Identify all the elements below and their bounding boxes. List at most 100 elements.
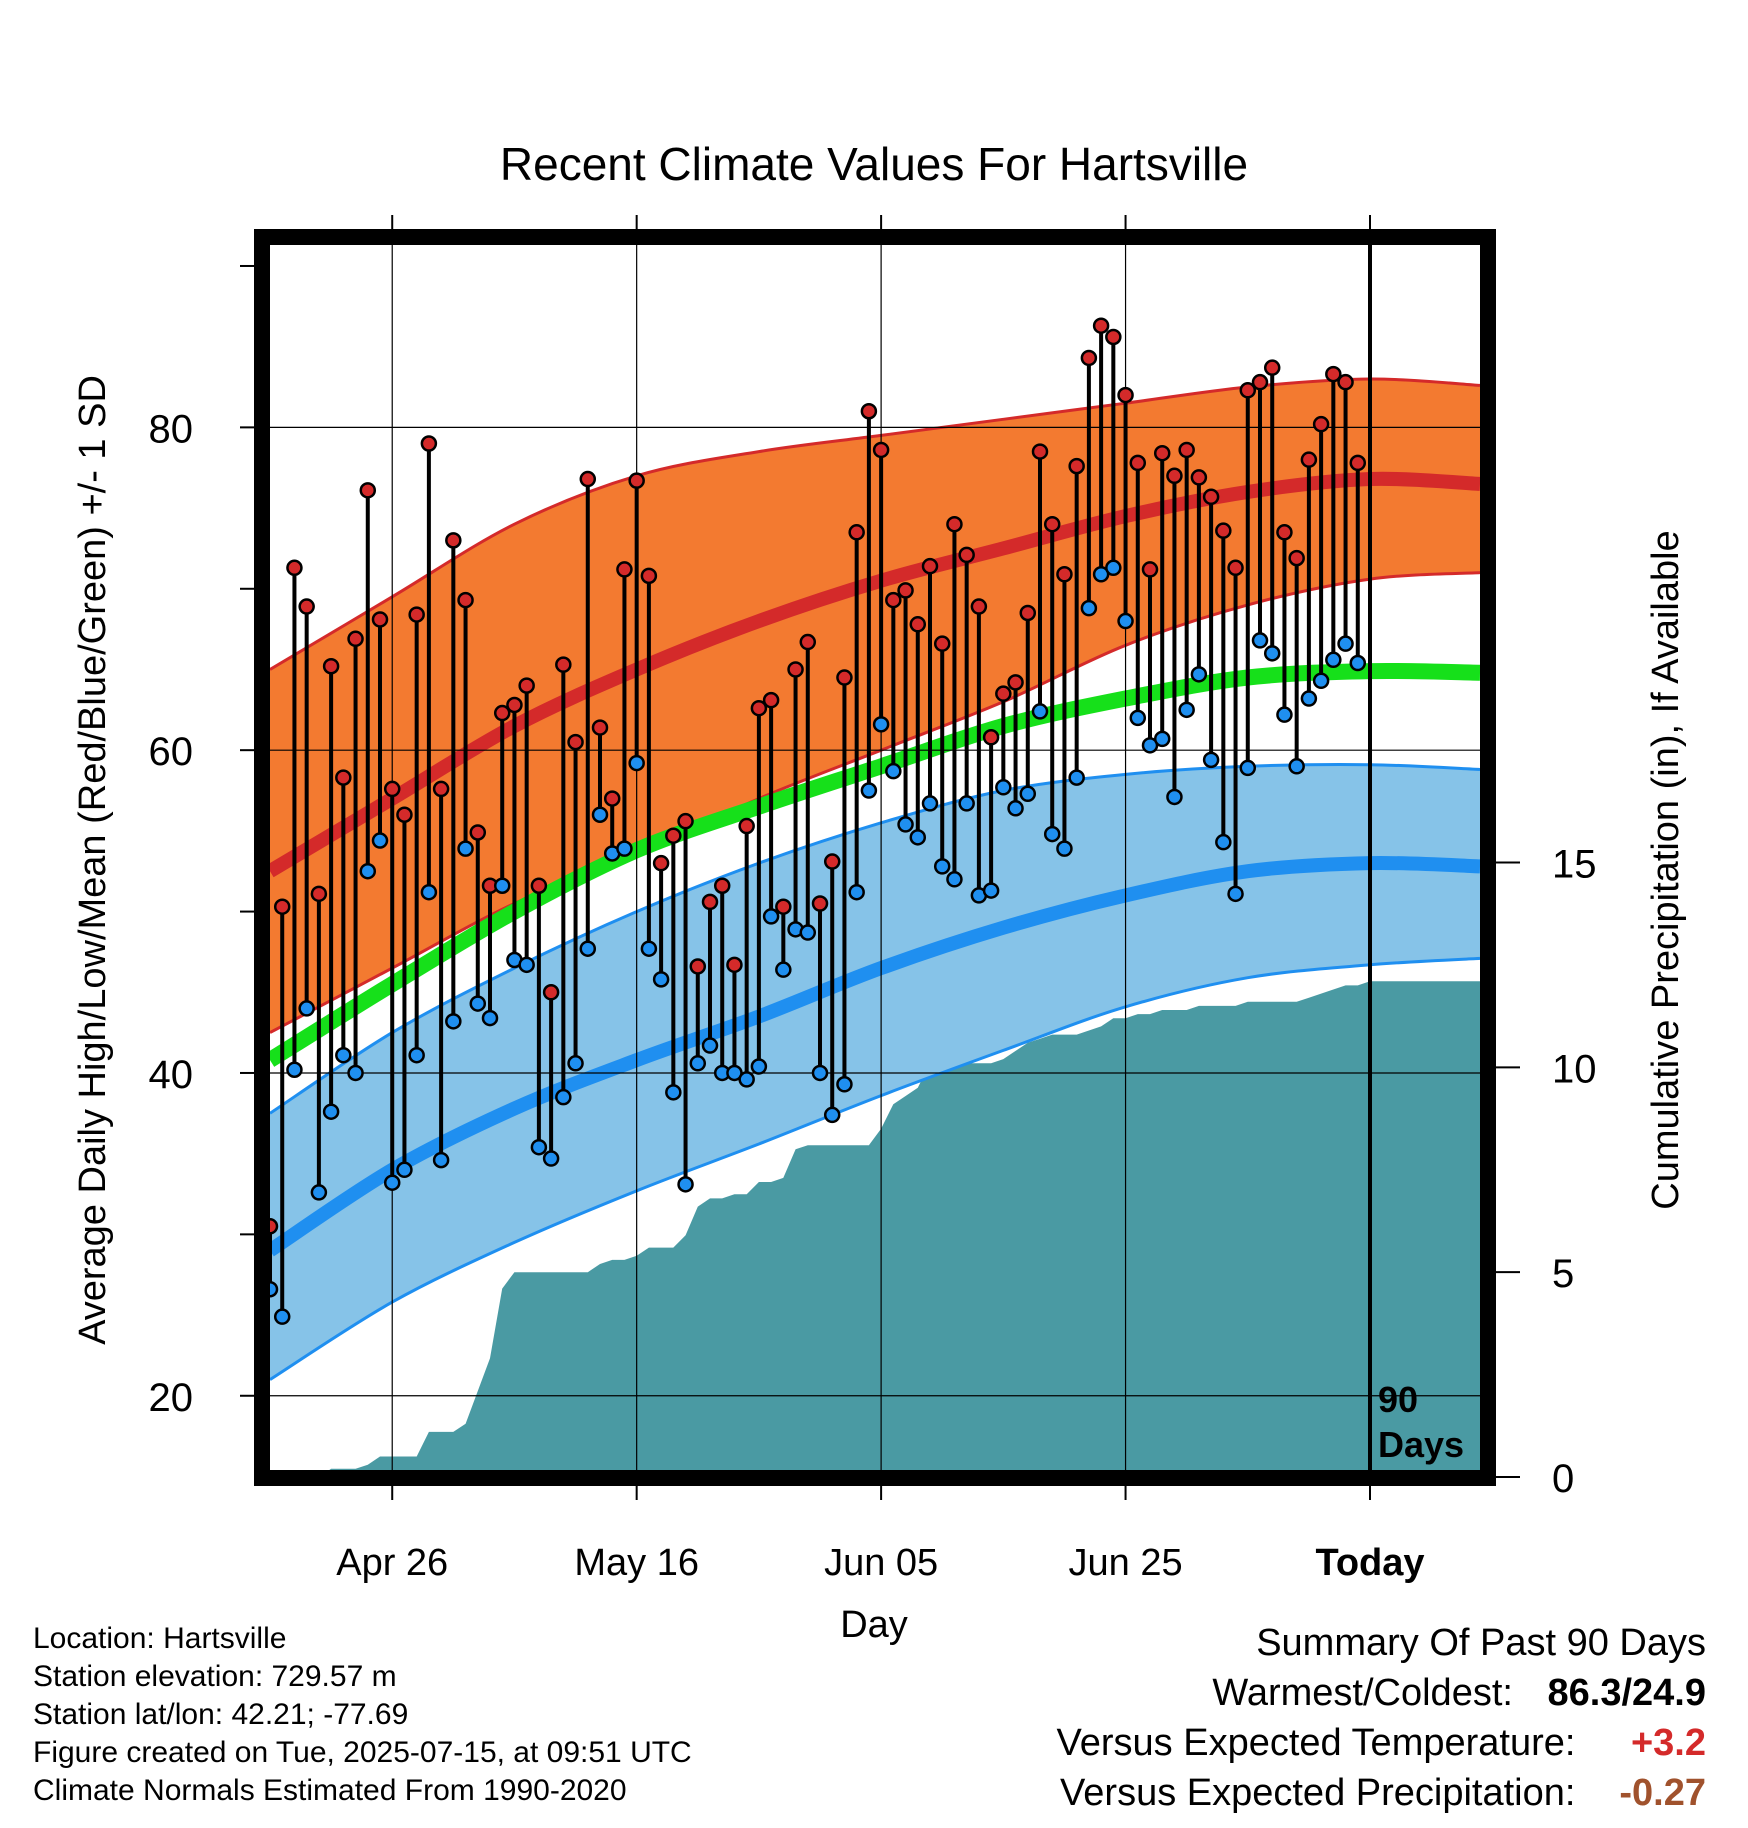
daily-high-point — [1105, 328, 1122, 346]
daily-low-point — [823, 1106, 841, 1124]
daily-high-point — [860, 402, 878, 420]
temp-anomaly-label: Versus Expected Temperature: — [1056, 1722, 1576, 1764]
daily-high-point — [1337, 373, 1354, 391]
daily-low-point — [689, 1055, 707, 1072]
daily-high-point — [848, 524, 865, 541]
daily-high-point — [396, 806, 413, 823]
daily-low-point — [872, 716, 890, 733]
daily-high-point — [677, 812, 694, 830]
daily-low-point — [1178, 701, 1195, 719]
daily-high-point — [420, 435, 438, 452]
daily-low-point — [1105, 559, 1122, 577]
daily-low-point — [1227, 885, 1244, 903]
daily-high-point — [322, 657, 340, 675]
daily-high-point — [518, 677, 535, 694]
daily-high-point — [958, 546, 975, 564]
plot-content — [270, 245, 1480, 1470]
info-latlon: Station lat/lon: 42.21; -77.69 — [33, 1698, 409, 1731]
daily-low-point — [1031, 703, 1049, 720]
daily-high-point — [665, 827, 682, 844]
daily-high-point — [1019, 604, 1037, 622]
daily-low-point — [616, 840, 633, 857]
daily-low-point — [420, 883, 438, 901]
daily-low-point — [567, 1055, 584, 1072]
y-axis-label-left: Average Daily High/Low/Mean (Red/Blue/Gr… — [72, 375, 114, 1345]
daily-high-point — [493, 704, 511, 722]
daily-low-point — [640, 940, 658, 957]
daily-high-point — [1251, 373, 1269, 391]
daily-low-point — [542, 1150, 560, 1167]
station-info: Location: Hartsville Station elevation: … — [33, 1620, 692, 1810]
x-tick-label: Today — [1315, 1542, 1424, 1584]
days-marker-label-text: Days — [1378, 1424, 1464, 1465]
daily-low-point — [1276, 706, 1293, 723]
daily-low-point — [408, 1046, 425, 1064]
daily-low-point — [836, 1076, 853, 1093]
daily-high-point — [1215, 522, 1232, 539]
daily-low-point — [530, 1138, 548, 1156]
daily-high-point — [640, 567, 658, 585]
daily-low-point — [701, 1037, 719, 1054]
daily-low-point — [860, 782, 878, 799]
daily-high-point — [750, 699, 768, 717]
daily-high-point — [555, 656, 572, 673]
daily-high-point — [1178, 441, 1195, 459]
y-tick-label-left: 60 — [149, 730, 194, 774]
daily-high-point — [933, 635, 951, 652]
daily-high-point — [603, 790, 621, 807]
daily-low-point — [811, 1064, 829, 1082]
daily-high-point — [616, 561, 633, 578]
daily-low-point — [652, 971, 670, 988]
daily-high-point — [1166, 467, 1183, 485]
high-sd-band — [270, 378, 1480, 1033]
daily-low-point — [383, 1174, 401, 1191]
daily-high-point — [1239, 382, 1257, 399]
x-axis-label: Day — [840, 1604, 908, 1646]
daily-high-point — [1056, 565, 1073, 583]
y-tick-label-right: 5 — [1552, 1252, 1574, 1296]
daily-low-point — [579, 940, 597, 957]
daily-high-point — [371, 611, 389, 628]
daily-low-point — [493, 877, 511, 894]
daily-low-point — [1190, 666, 1208, 683]
daily-low-point — [946, 871, 963, 888]
daily-low-point — [958, 795, 975, 812]
daily-high-point — [970, 598, 988, 615]
daily-low-point — [555, 1088, 572, 1106]
precip-anomaly-label: Versus Expected Precipitation: — [1060, 1772, 1576, 1814]
daily-high-point — [1068, 457, 1085, 475]
daily-low-point — [335, 1046, 352, 1064]
daily-low-point — [933, 858, 951, 875]
daily-low-point — [1337, 635, 1354, 652]
warm-cold-value: 86.3/24.9 — [1547, 1672, 1706, 1714]
daily-high-point — [335, 769, 352, 786]
daily-high-point — [982, 729, 1000, 746]
daily-high-point — [1300, 451, 1318, 468]
daily-low-point — [396, 1161, 413, 1179]
daily-high-point — [1129, 454, 1147, 472]
info-normals: Climate Normals Estimated From 1990-2020 — [33, 1774, 627, 1807]
daily-low-point — [298, 1000, 315, 1017]
daily-high-point — [701, 893, 719, 911]
daily-high-point — [298, 598, 315, 615]
x-tick-label: Apr 26 — [336, 1542, 448, 1584]
daily-low-point — [322, 1103, 340, 1120]
plot-frame — [254, 229, 1496, 1486]
daily-low-point — [359, 862, 377, 880]
daily-low-point — [1153, 730, 1171, 748]
precip-area — [270, 981, 1480, 1470]
daily-low-point — [445, 1013, 462, 1030]
daily-high-point — [921, 557, 939, 575]
daily-high-point — [1092, 317, 1110, 334]
daily-low-point — [1080, 599, 1098, 617]
daily-high-point — [273, 898, 291, 915]
daily-high-point — [1276, 524, 1293, 541]
daily-high-point — [1288, 549, 1305, 567]
daily-low-point — [1288, 758, 1305, 775]
daily-low-point — [1056, 840, 1073, 857]
summary-temp: Versus Expected Temperature: +3.2 — [1057, 1718, 1706, 1768]
daily-low-point — [885, 762, 902, 780]
daily-low-point — [371, 832, 389, 849]
daily-high-point — [1141, 561, 1159, 578]
